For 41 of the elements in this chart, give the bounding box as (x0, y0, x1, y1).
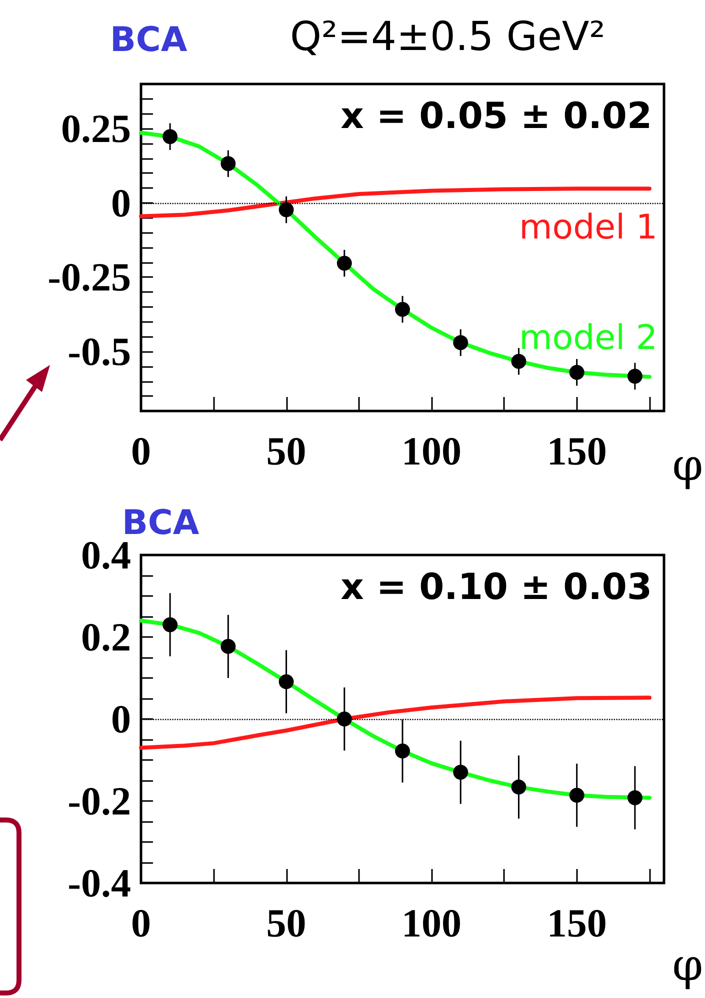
y-tick-label: 0 (111, 180, 131, 226)
y-tick-label: -0.5 (68, 329, 131, 374)
y-tick-label: -0.4 (68, 860, 131, 906)
point (395, 743, 410, 758)
point (627, 368, 642, 384)
y-tick-label: -0.2 (68, 778, 131, 824)
y-tick-label: -0.25 (48, 254, 131, 300)
x-tick-label: 150 (546, 900, 607, 946)
point (627, 790, 642, 806)
point (162, 617, 178, 632)
x-axis-title: φ (672, 440, 703, 491)
series-label: model 2 (519, 318, 658, 358)
point (511, 354, 526, 369)
y-tick-label: 0.2 (81, 614, 131, 660)
point (453, 335, 468, 350)
point (278, 674, 294, 690)
x-axis-title: φ (672, 940, 703, 991)
x-tick-label: 50 (266, 900, 306, 946)
point (162, 129, 178, 144)
point (336, 256, 352, 271)
point (511, 780, 526, 795)
point (569, 788, 584, 803)
x-tick-label: 150 (546, 428, 607, 474)
chart-subtitle: Q²=4±0.5 GeV² (290, 14, 606, 60)
series-label: model 1 (519, 208, 658, 248)
point (569, 364, 584, 380)
point (220, 156, 236, 172)
x-tick-label: 100 (402, 900, 462, 946)
point (336, 712, 352, 726)
annotation: x = 0.05 ± 0.02 (340, 96, 652, 137)
point (220, 638, 236, 654)
point (453, 764, 468, 780)
annotation: x = 0.10 ± 0.03 (340, 567, 652, 608)
y-tick-label: 0.25 (61, 106, 131, 152)
chart-title: BCA (110, 20, 188, 60)
y-tick-label: 0 (111, 696, 131, 742)
x-tick-label: 50 (266, 428, 306, 474)
point (278, 202, 294, 218)
line-series (139, 696, 652, 750)
point (395, 302, 410, 317)
x-tick-label: 100 (402, 428, 462, 474)
